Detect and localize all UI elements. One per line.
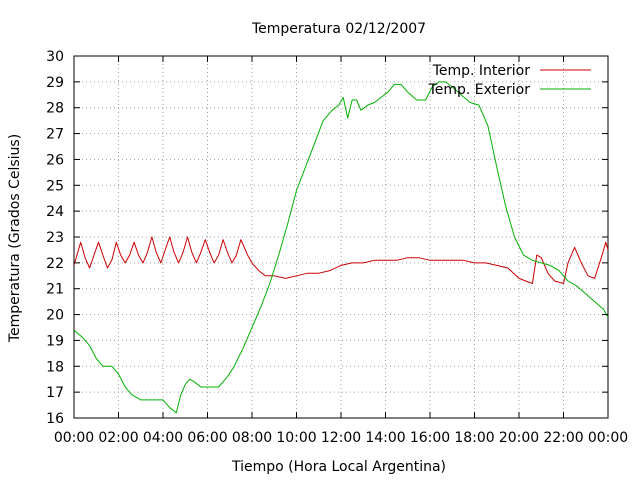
series-line-exterior bbox=[73, 81, 609, 414]
y-tick-label: 21 bbox=[46, 282, 64, 298]
x-tick-label: 22:00 bbox=[543, 430, 583, 446]
x-tick-label: 14:00 bbox=[365, 430, 405, 446]
legend-label-interior: Temp. Interior bbox=[432, 63, 531, 79]
x-tick-label: 20:00 bbox=[499, 430, 539, 446]
x-tick-label: 16:00 bbox=[410, 430, 450, 446]
grid-lines bbox=[74, 56, 608, 418]
x-tick-label: 18:00 bbox=[454, 430, 494, 446]
x-tick-label: 00:00 bbox=[54, 430, 94, 446]
y-tick-label: 23 bbox=[46, 230, 64, 246]
y-tick-label: 25 bbox=[46, 178, 64, 194]
x-axis-label: Tiempo (Hora Local Argentina) bbox=[231, 459, 446, 475]
x-tick-label: 12:00 bbox=[321, 430, 361, 446]
y-tick-label: 19 bbox=[46, 333, 64, 349]
series-line-interior bbox=[73, 236, 609, 284]
tick-layer: 00:00 02:00 04:00 06:00 08:00 10:00 12:00 14:00… bbox=[46, 49, 628, 446]
y-tick-label: 26 bbox=[46, 152, 64, 168]
y-tick-label: 29 bbox=[46, 75, 64, 91]
x-tick-label: 06:00 bbox=[187, 430, 227, 446]
y-tick-label: 16 bbox=[46, 411, 64, 427]
y-tick-label: 27 bbox=[46, 127, 64, 143]
y-tick-label: 22 bbox=[46, 256, 64, 272]
legend-label-exterior: Temp. Exterior bbox=[428, 82, 531, 98]
y-tick-label: 18 bbox=[46, 359, 64, 375]
x-tick-label: 02:00 bbox=[98, 430, 138, 446]
y-axis-label: Temperatura (Grados Celsius) bbox=[7, 134, 23, 343]
x-tick-label: 10:00 bbox=[276, 430, 316, 446]
y-tick-label: 17 bbox=[46, 385, 64, 401]
x-tick-label: 04:00 bbox=[143, 430, 183, 446]
x-tick-label: 00:00 bbox=[588, 430, 628, 446]
series-layer bbox=[73, 81, 609, 414]
y-tick-label: 30 bbox=[46, 49, 64, 65]
y-tick-label: 24 bbox=[46, 204, 64, 220]
x-tick-label: 08:00 bbox=[232, 430, 272, 446]
chart-title: Temperatura 02/12/2007 bbox=[251, 21, 426, 37]
y-tick-label: 20 bbox=[46, 308, 64, 324]
legend: Temp. Interior Temp. Exterior bbox=[428, 63, 591, 98]
y-tick-label: 28 bbox=[46, 101, 64, 117]
